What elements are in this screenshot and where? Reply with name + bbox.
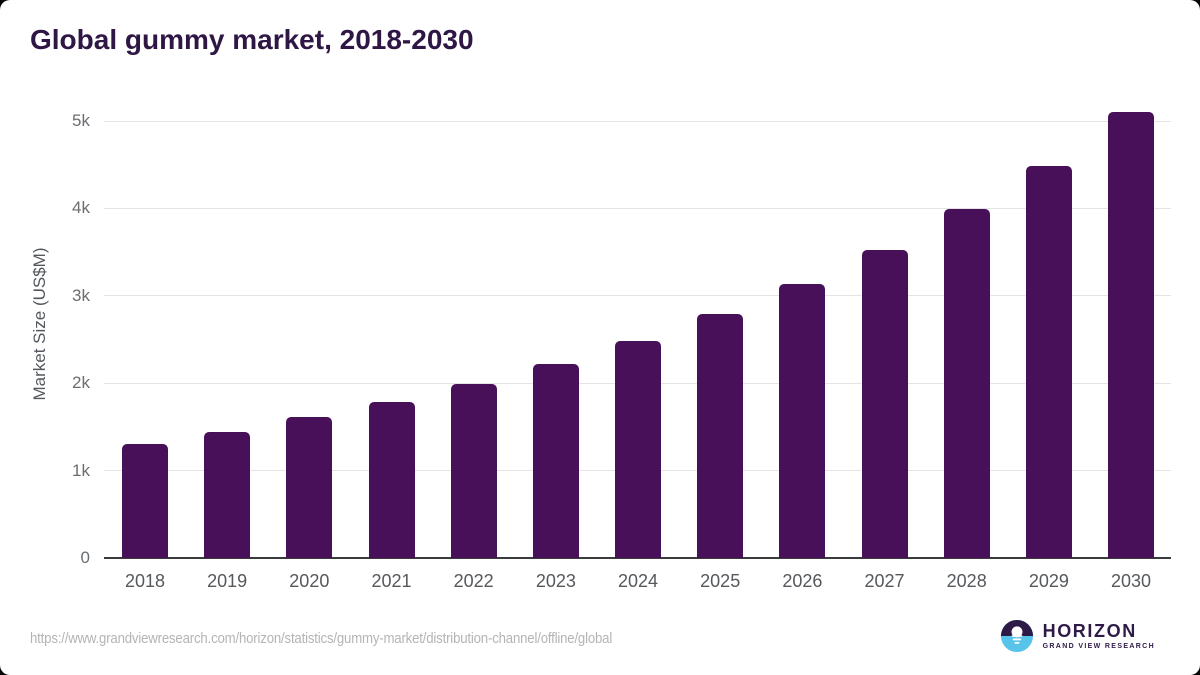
bar-2024[interactable] — [615, 341, 662, 558]
x-tick-2025: 2025 — [700, 571, 741, 591]
y-tick-0: 0 — [80, 548, 90, 567]
bar-2025[interactable] — [697, 314, 744, 558]
bar-2026[interactable] — [779, 283, 826, 558]
bar-2020[interactable] — [286, 417, 333, 558]
y-tick-1k: 1k — [72, 460, 90, 480]
gridline-5k — [104, 120, 1171, 122]
bar-2029[interactable] — [1025, 165, 1072, 558]
bar-2028[interactable] — [943, 209, 990, 558]
x-tick-2020: 2020 — [289, 571, 330, 591]
y-tick-4k: 4k — [72, 198, 90, 218]
horizon-logo-text: HORIZON GRAND VIEW RESEARCH — [1043, 622, 1155, 650]
bar-2022[interactable] — [450, 384, 497, 558]
x-tick-2019: 2019 — [207, 571, 248, 591]
chart-title: Global gummy market, 2018-2030 — [30, 24, 474, 55]
x-tick-2027: 2027 — [864, 571, 905, 591]
x-axis-line — [104, 557, 1171, 559]
horizon-logo: HORIZON GRAND VIEW RESEARCH — [1000, 619, 1155, 653]
x-tick-2029: 2029 — [1028, 571, 1069, 591]
y-tick-3k: 3k — [72, 285, 90, 305]
logo-name: HORIZON — [1042, 621, 1137, 641]
bar-2027[interactable] — [861, 250, 908, 558]
bar-2023[interactable] — [532, 363, 579, 558]
horizon-logo-icon — [1000, 619, 1033, 653]
x-tick-2026: 2026 — [782, 571, 823, 591]
x-tick-2030: 2030 — [1111, 571, 1152, 591]
bar-2030[interactable] — [1108, 112, 1155, 558]
x-tick-2028: 2028 — [946, 571, 987, 591]
y-tick-2k: 2k — [72, 373, 90, 393]
x-tick-2023: 2023 — [535, 571, 576, 591]
x-tick-2022: 2022 — [453, 571, 494, 591]
x-tick-2018: 2018 — [124, 571, 166, 591]
bar-2018[interactable] — [122, 444, 168, 558]
source-url: https://www.grandviewresearch.com/horizo… — [30, 630, 613, 647]
x-tick-2021: 2021 — [371, 571, 412, 591]
y-tick-5k: 5k — [72, 111, 90, 130]
gridline-3k — [104, 295, 1171, 297]
logo-subtitle: GRAND VIEW RESEARCH — [1042, 643, 1155, 650]
plot-area: Market Size (US$M) 0 1k 2k 3k 4k 5k 2018 2019 20… — [30, 90, 1171, 591]
bar-2019[interactable] — [204, 432, 251, 558]
bar-2021[interactable] — [368, 402, 415, 558]
gridline-4k — [104, 207, 1171, 209]
x-tick-2024: 2024 — [617, 571, 659, 591]
